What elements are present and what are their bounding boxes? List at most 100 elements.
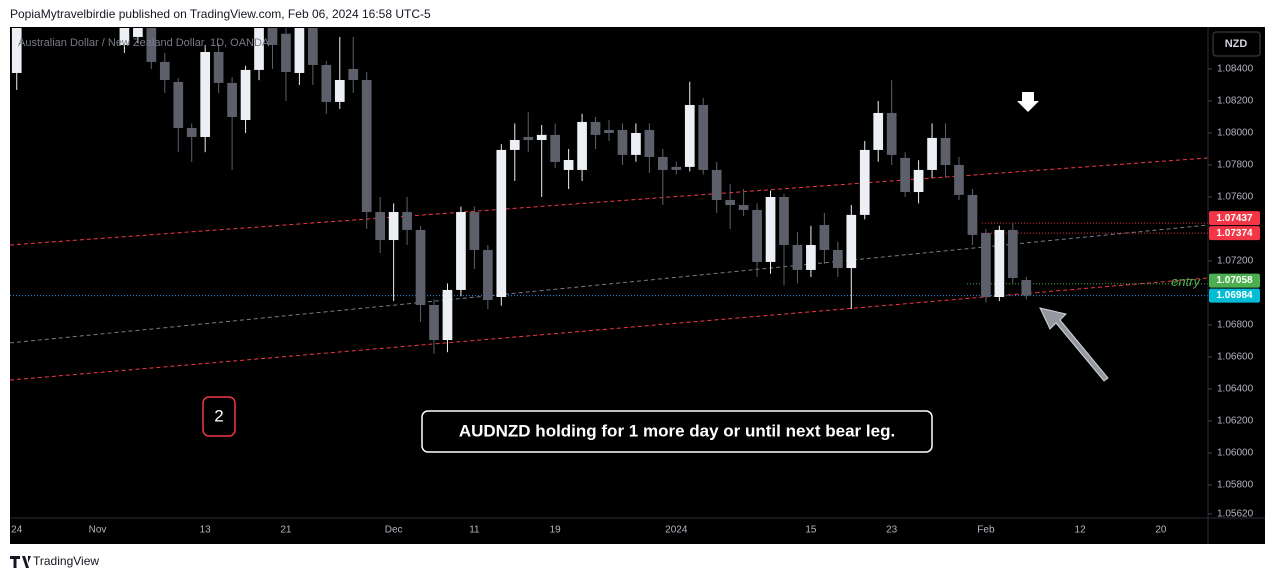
candle-body [388, 212, 399, 241]
candle-body [227, 82, 237, 117]
x-tick-label: Feb [977, 525, 995, 536]
candle-body [186, 128, 197, 137]
currency-box[interactable] [1212, 31, 1261, 57]
candle-body [456, 212, 466, 290]
x-tick-label: 12 [1075, 525, 1087, 536]
candle-body [577, 121, 587, 170]
candle-body [859, 149, 870, 215]
x-tick-label: Dec [385, 525, 403, 536]
x-tick-label: 20 [1155, 525, 1167, 536]
candle-body [240, 69, 251, 121]
candle-body [846, 214, 857, 269]
y-tick-label: 1.05800 [1217, 480, 1254, 491]
candle-body [590, 121, 601, 135]
y-tick-label: 1.06600 [1217, 352, 1254, 363]
candle-body [994, 229, 1005, 298]
candle-body [281, 33, 291, 73]
candle-body [954, 164, 964, 195]
candle-body [375, 212, 386, 241]
candle-body [832, 249, 843, 269]
line-label: entry [1171, 274, 1201, 289]
candle-body [469, 212, 480, 250]
publisher: PopiaMytravelbirdie published on Trading… [10, 7, 431, 21]
price-tag-label: 1.07058 [1216, 275, 1253, 286]
candle-body [738, 204, 749, 210]
candle-body [159, 61, 170, 81]
note-box [421, 410, 933, 453]
x-tick-label: 15 [805, 525, 817, 536]
logo [10, 556, 31, 568]
candle-body [536, 134, 547, 141]
price-tag-label: 1.07437 [1216, 213, 1253, 224]
candle-body [900, 157, 910, 193]
candle-body [644, 129, 655, 157]
candle-body [415, 229, 426, 306]
price-tag-label: 1.06984 [1216, 290, 1253, 301]
candle-body [604, 129, 614, 133]
price-tag-label: 1.07374 [1216, 228, 1253, 239]
candle-body [402, 212, 412, 230]
chart-bg [10, 27, 1265, 544]
candle-body [146, 28, 157, 62]
x-tick-label: 23 [886, 525, 898, 536]
y-tick-label: 1.06200 [1217, 416, 1254, 427]
candle-body [873, 112, 884, 150]
candle-body [308, 28, 318, 65]
candle-body [779, 196, 789, 245]
candle-body [671, 166, 682, 170]
candle-body [711, 169, 722, 201]
price-tag [1209, 273, 1260, 288]
x-tick-label: 24 [11, 525, 23, 536]
candle-body [940, 137, 951, 165]
candle-body [927, 137, 937, 170]
price-tag [1209, 211, 1260, 226]
candle-body [361, 80, 372, 213]
candle-body [684, 104, 695, 167]
candle-body [1007, 229, 1018, 278]
candle-body [483, 249, 493, 301]
y-tick-label: 1.06400 [1217, 384, 1254, 395]
candle-body [617, 129, 628, 155]
candle-body [133, 28, 143, 37]
note: AUDNZD holding for 1 more day or until n… [459, 421, 895, 440]
candle-body [550, 134, 561, 162]
candle-body [334, 80, 345, 102]
candle-body [321, 64, 332, 102]
candle-body [254, 28, 264, 70]
candle-body [119, 28, 130, 45]
x-tick-label: 11 [469, 525, 480, 536]
candle-body [173, 81, 184, 129]
candle-body [442, 289, 453, 341]
trend-line [10, 277, 1208, 381]
candle-body [348, 68, 359, 81]
candle-body [213, 52, 224, 83]
candle-body [496, 149, 507, 298]
candle-body [752, 209, 762, 262]
x-tick-label: 2024 [665, 525, 688, 536]
pointer-arrow [1039, 307, 1109, 382]
x-tick-label: 19 [550, 525, 562, 536]
candle-body [429, 305, 439, 341]
candle-body [267, 28, 278, 45]
plot: entry [10, 28, 1208, 381]
x-tick-label: 21 [280, 525, 292, 536]
candle-body [523, 136, 534, 141]
candle-body [200, 52, 211, 137]
y-tick-label: 1.07600 [1217, 192, 1254, 203]
brand: TradingView [33, 554, 99, 568]
down-arrow [1017, 92, 1039, 112]
candle-body [509, 140, 520, 150]
candle-body [913, 169, 924, 193]
x-tick-label: Nov [89, 525, 107, 536]
y-tick-label: 1.08400 [1217, 64, 1254, 75]
symbol: Australian Dollar / New Zealand Dollar, … [18, 37, 270, 49]
x-tick-label: 13 [200, 525, 212, 536]
candle-body [765, 196, 776, 262]
y-tick-label: 1.06800 [1217, 320, 1254, 331]
y-tick-label: 1.05620 [1217, 508, 1254, 519]
y-tick-label: 1.06000 [1217, 448, 1254, 459]
currency: NZD [1225, 38, 1248, 50]
candle-body [725, 200, 735, 205]
